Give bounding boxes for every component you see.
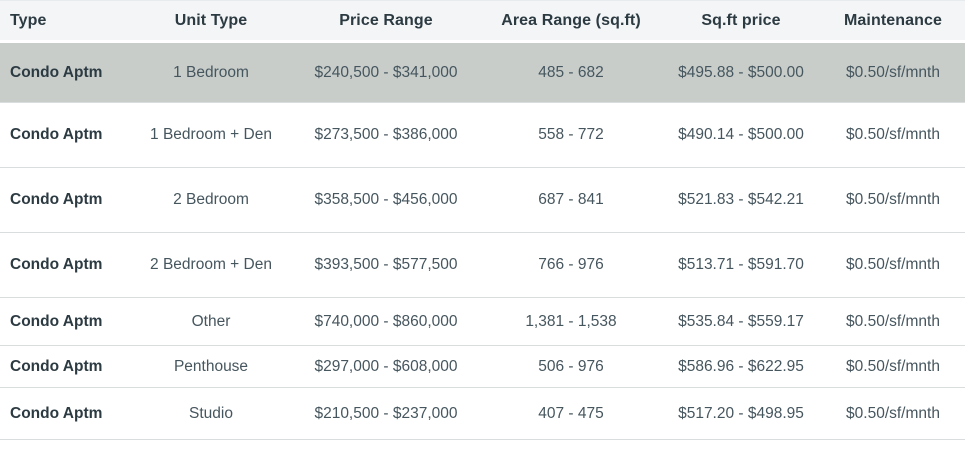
- cell-sqft_price: $490.14 - $500.00: [661, 102, 821, 168]
- cell-area_range: 687 - 841: [481, 167, 661, 233]
- cell-sqft_price: $521.83 - $542.21: [661, 167, 821, 233]
- cell-unit_type: 2 Bedroom + Den: [131, 232, 291, 298]
- cell-price_range: $393,500 - $577,500: [291, 232, 481, 298]
- cell-maintenance: $0.50/sf/mnth: [821, 102, 965, 168]
- cell-price_range: $273,500 - $386,000: [291, 102, 481, 168]
- header-cell-sqft_price: Sq.ft price: [661, 0, 821, 43]
- header-cell-unit_type: Unit Type: [131, 0, 291, 43]
- cell-sqft_price: $495.88 - $500.00: [661, 41, 821, 103]
- cell-maintenance: $0.50/sf/mnth: [821, 387, 965, 440]
- cell-unit_type: Studio: [131, 387, 291, 440]
- table-row: Condo Aptm Studio $210,500 - $237,000 407 -…: [0, 387, 965, 440]
- cell-type: Condo Aptm: [0, 41, 131, 103]
- cell-type: Condo Aptm: [0, 167, 131, 233]
- cell-price_range: $358,500 - $456,000: [291, 167, 481, 233]
- table-row: Condo Aptm 1 Bedroom + Den $273,500 - $386…: [0, 102, 965, 168]
- cell-maintenance: $0.50/sf/mnth: [821, 345, 965, 388]
- table-row: Condo Aptm 2 Bedroom $358,500 - $456,000 68…: [0, 167, 965, 233]
- cell-sqft_price: $586.96 - $622.95: [661, 345, 821, 388]
- cell-price_range: $240,500 - $341,000: [291, 41, 481, 103]
- header-cell-area_range: Area Range (sq.ft): [481, 0, 661, 43]
- cell-sqft_price: $513.71 - $591.70: [661, 232, 821, 298]
- cell-area_range: 766 - 976: [481, 232, 661, 298]
- cell-maintenance: $0.50/sf/mnth: [821, 41, 965, 103]
- cell-area_range: 558 - 772: [481, 102, 661, 168]
- table-row: Condo Aptm 2 Bedroom + Den $393,500 - $577…: [0, 232, 965, 298]
- cell-unit_type: 1 Bedroom + Den: [131, 102, 291, 168]
- cell-unit_type: 2 Bedroom: [131, 167, 291, 233]
- cell-area_range: 407 - 475: [481, 387, 661, 440]
- cell-unit_type: Penthouse: [131, 345, 291, 388]
- cell-price_range: $210,500 - $237,000: [291, 387, 481, 440]
- cell-type: Condo Aptm: [0, 102, 131, 168]
- table-row: Condo Aptm Other $740,000 - $860,000 1,381 …: [0, 297, 965, 346]
- cell-price_range: $740,000 - $860,000: [291, 297, 481, 346]
- cell-maintenance: $0.50/sf/mnth: [821, 167, 965, 233]
- header-cell-type: Type: [0, 0, 131, 43]
- cell-unit_type: 1 Bedroom: [131, 41, 291, 103]
- table-row: Condo Aptm 1 Bedroom $240,500 - $341,000 48…: [0, 41, 965, 103]
- header-cell-maintenance: Maintenance: [821, 0, 965, 43]
- cell-area_range: 506 - 976: [481, 345, 661, 388]
- cell-area_range: 485 - 682: [481, 41, 661, 103]
- unit-stats-table: Type Unit Type Price Range Area Range (sq.f…: [0, 0, 965, 440]
- table-row: Condo Aptm Penthouse $297,000 - $608,000 50…: [0, 345, 965, 388]
- header-row: Type Unit Type Price Range Area Range (sq.f…: [0, 0, 965, 43]
- table-body: Condo Aptm 1 Bedroom $240,500 - $341,000 48…: [0, 41, 965, 440]
- cell-sqft_price: $535.84 - $559.17: [661, 297, 821, 346]
- cell-maintenance: $0.50/sf/mnth: [821, 297, 965, 346]
- cell-price_range: $297,000 - $608,000: [291, 345, 481, 388]
- cell-maintenance: $0.50/sf/mnth: [821, 232, 965, 298]
- cell-type: Condo Aptm: [0, 297, 131, 346]
- cell-area_range: 1,381 - 1,538: [481, 297, 661, 346]
- listings-table: Type Unit Type Price Range Area Range (sq.f…: [0, 0, 965, 440]
- cell-sqft_price: $517.20 - $498.95: [661, 387, 821, 440]
- header-cell-price_range: Price Range: [291, 0, 481, 43]
- cell-type: Condo Aptm: [0, 345, 131, 388]
- cell-type: Condo Aptm: [0, 387, 131, 440]
- cell-unit_type: Other: [131, 297, 291, 346]
- cell-type: Condo Aptm: [0, 232, 131, 298]
